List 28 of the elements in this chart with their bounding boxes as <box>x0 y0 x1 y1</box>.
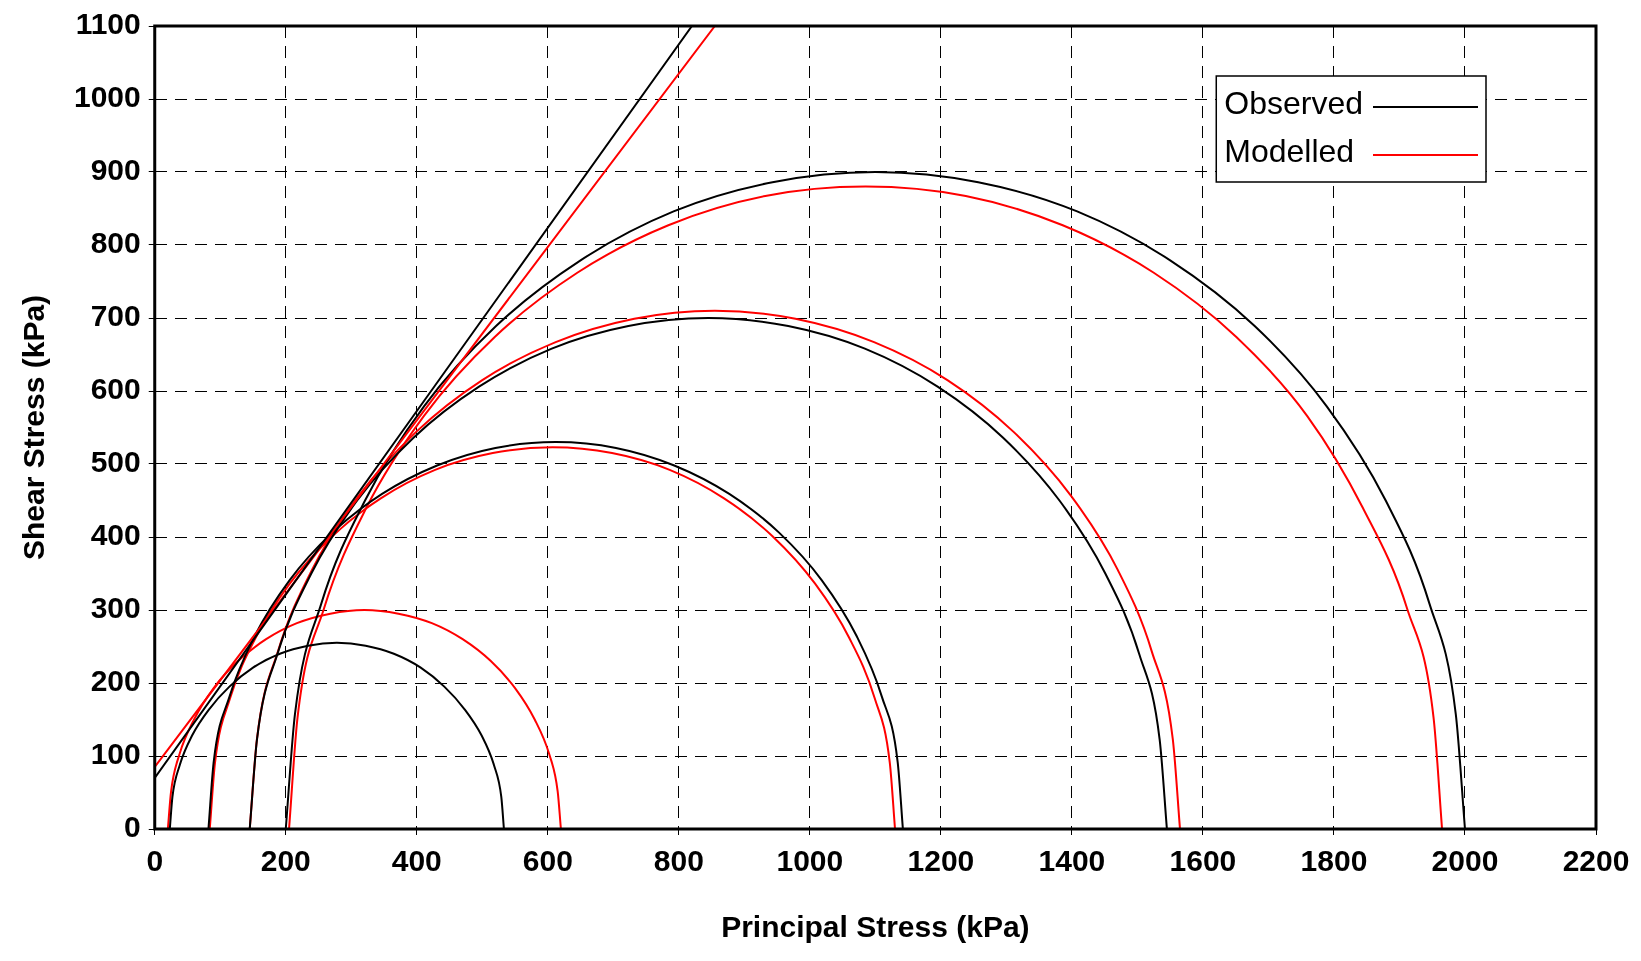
y-tick-label: 800 <box>90 226 141 260</box>
y-tick-label: 200 <box>90 664 141 698</box>
x-tick-label: 1600 <box>1169 844 1237 878</box>
legend-label: Observed <box>1224 84 1363 121</box>
x-tick-label: 200 <box>260 844 311 878</box>
y-tick-label: 500 <box>90 445 141 479</box>
x-tick-label: 1800 <box>1300 844 1368 878</box>
x-axis-title: Principal Stress (kPa) <box>721 910 1030 944</box>
x-tick-label: 1400 <box>1038 844 1106 878</box>
y-tick-label: 1100 <box>75 7 141 41</box>
x-tick-label: 2000 <box>1431 844 1499 878</box>
x-tick-label: 0 <box>146 844 164 878</box>
x-tick-label: 400 <box>391 844 442 878</box>
x-tick-label: 1000 <box>776 844 844 878</box>
y-axis-title: Shear Stress (kPa) <box>17 294 51 561</box>
x-tick-label: 2200 <box>1562 844 1630 878</box>
x-tick-label: 800 <box>653 844 704 878</box>
y-tick-label: 900 <box>90 153 141 187</box>
y-tick-label: 400 <box>90 518 141 552</box>
y-tick-label: 700 <box>90 299 141 333</box>
y-tick-label: 300 <box>90 591 141 625</box>
y-tick-label: 100 <box>90 737 141 771</box>
y-tick-label: 0 <box>124 810 141 844</box>
y-tick-label: 1000 <box>73 80 141 114</box>
y-tick-label: 600 <box>90 372 141 406</box>
x-tick-label: 1200 <box>907 844 975 878</box>
legend-label: Modelled <box>1224 132 1355 169</box>
x-tick-label: 600 <box>522 844 573 878</box>
